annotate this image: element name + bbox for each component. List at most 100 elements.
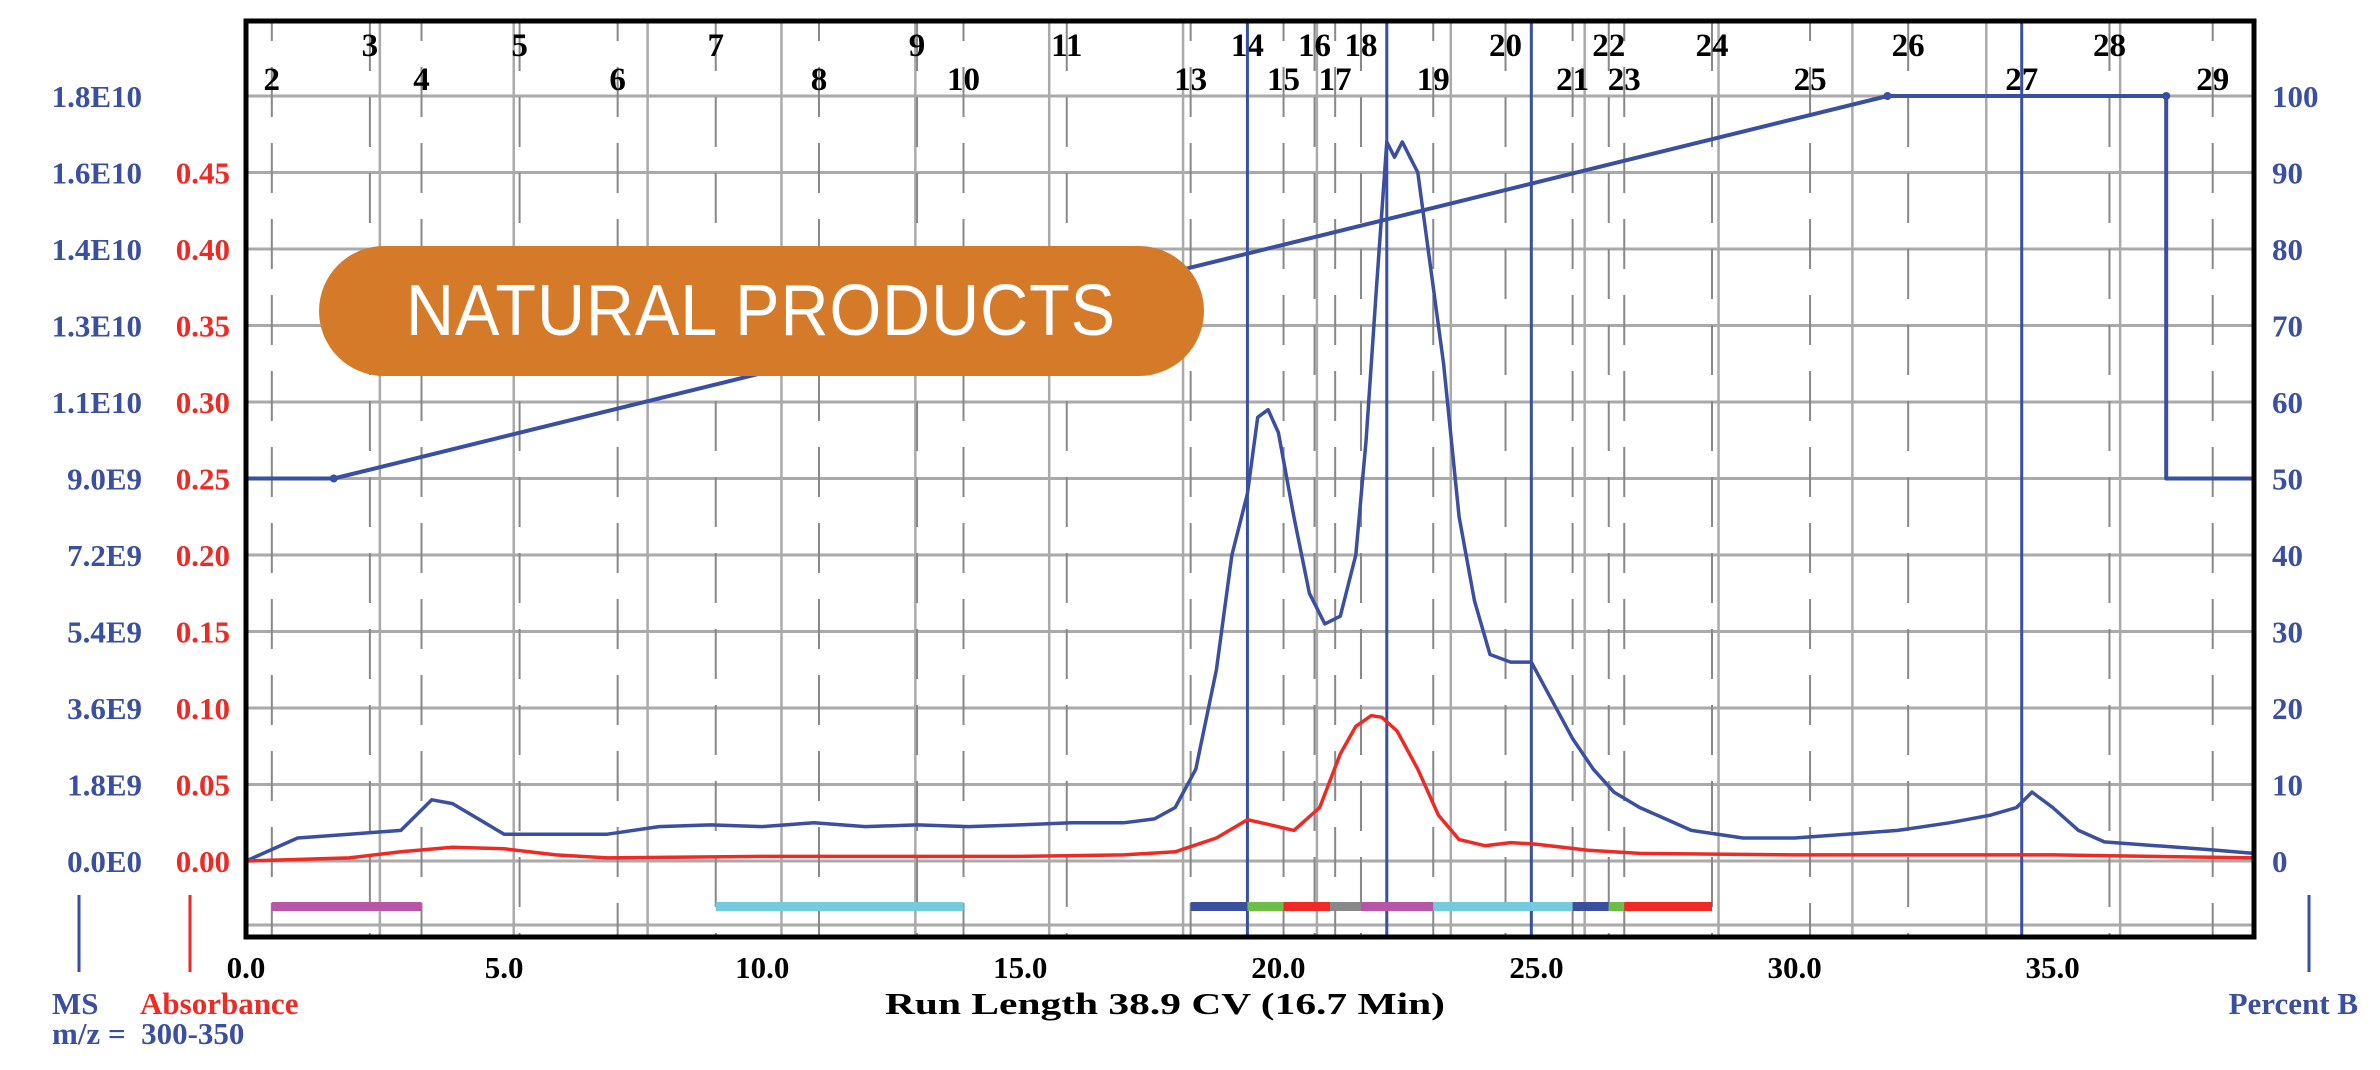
ms-tick-label: 1.6E10 xyxy=(52,156,142,191)
percent-b-tick-label: 60 xyxy=(2272,385,2303,420)
fraction-label: 17 xyxy=(1319,62,1352,98)
ms-tick-label: 1.1E10 xyxy=(52,385,142,420)
fraction-label: 25 xyxy=(1794,62,1827,98)
gradient-point xyxy=(2162,92,2171,100)
percent-b-tick-label: 100 xyxy=(2272,79,2319,114)
ms-tick-label: 3.6E9 xyxy=(67,691,142,726)
percent-b-tick-label: 90 xyxy=(2272,156,2303,191)
ms-axis-label: MS xyxy=(52,986,99,1021)
gradient-point xyxy=(329,474,338,483)
fraction-label: 3 xyxy=(362,28,379,64)
fraction-label: 16 xyxy=(1298,28,1331,64)
absorbance-tick-label: 0.45 xyxy=(176,156,230,191)
percent-b-tick-label: 30 xyxy=(2272,615,2303,650)
percent-b-tick-label: 50 xyxy=(2272,462,2303,497)
percent-b-tick-label: 10 xyxy=(2272,768,2303,803)
absorbance-tick-label: 0.20 xyxy=(176,538,230,573)
x-axis-title: Run Length 38.9 CV (16.7 Min) xyxy=(885,986,1445,1021)
gradient-trace xyxy=(246,94,2254,481)
fraction-bar xyxy=(1360,902,1434,911)
fraction-bar xyxy=(1283,902,1331,911)
fraction-bar xyxy=(1624,902,1712,911)
ms-trace xyxy=(245,140,2255,863)
fraction-label: 10 xyxy=(947,62,980,98)
ms-tick-label: 5.4E9 xyxy=(67,615,142,650)
ms-mz-label: m/z = 300-350 xyxy=(52,1016,244,1051)
absorbance-tick-label: 0.00 xyxy=(176,844,230,879)
fraction-label: 5 xyxy=(511,28,528,64)
percent-b-axis-label: Percent B xyxy=(2229,986,2358,1021)
x-tick-label: 10.0 xyxy=(735,950,789,985)
fraction-label: 29 xyxy=(2196,62,2229,98)
ms-tick-label: 7.2E9 xyxy=(67,538,142,573)
ms-tick-label: 0.0E0 xyxy=(67,844,142,879)
fraction-label: 13 xyxy=(1174,62,1207,98)
fraction-label: 23 xyxy=(1608,62,1641,98)
ms-tick-label: 1.8E10 xyxy=(52,79,142,114)
fraction-label: 24 xyxy=(1695,28,1728,64)
plot-frame xyxy=(243,18,2257,940)
fraction-label: 15 xyxy=(1267,62,1300,98)
percent-b-axis-ticks: 0 10 20 30 40 50 60 70 80 90 100 xyxy=(2272,79,2319,879)
fraction-bar xyxy=(1433,902,1573,911)
fraction-label: 6 xyxy=(609,62,626,98)
absorbance-tick-label: 0.05 xyxy=(176,768,230,803)
fraction-bar xyxy=(271,902,422,911)
absorbance-tick-label: 0.40 xyxy=(176,232,230,267)
absorbance-tick-label: 0.15 xyxy=(176,615,230,650)
x-tick-label: 30.0 xyxy=(1767,950,1821,985)
absorbance-axis-label: Absorbance xyxy=(140,986,298,1021)
fraction-bar xyxy=(1330,902,1361,911)
x-tick-label: 5.0 xyxy=(485,950,524,985)
fraction-bar xyxy=(1572,902,1609,911)
fraction-bar xyxy=(1608,902,1625,911)
fraction-markers xyxy=(1245,21,2024,937)
ms-axis-ticks: 0.0E0 1.8E9 3.6E9 5.4E9 7.2E9 9.0E9 1.1E10 1.3E… xyxy=(52,79,142,879)
fraction-labels: 2345678910111314151617181920212223242526… xyxy=(264,28,2230,98)
ms-tick-label: 1.4E10 xyxy=(52,232,142,267)
fraction-bar xyxy=(715,902,964,911)
fraction-bar xyxy=(1247,902,1284,911)
percent-b-tick-label: 80 xyxy=(2272,232,2303,267)
absorbance-tick-label: 0.25 xyxy=(176,462,230,497)
fraction-bar xyxy=(1190,902,1248,911)
ms-tick-label: 1.8E9 xyxy=(67,768,142,803)
x-tick-label: 25.0 xyxy=(1509,950,1563,985)
fraction-label: 11 xyxy=(1051,28,1082,64)
absorbance-tick-label: 0.35 xyxy=(176,309,230,344)
fraction-label: 9 xyxy=(909,28,926,64)
absorbance-tick-label: 0.10 xyxy=(176,691,230,726)
absorbance-axis-ticks: 0.00 0.05 0.10 0.15 0.20 0.25 0.30 0.35 0.40 0.45 xyxy=(176,156,230,880)
fraction-label: 19 xyxy=(1417,62,1450,98)
fraction-label: 22 xyxy=(1592,28,1625,64)
ms-tick-label: 9.0E9 xyxy=(67,462,142,497)
fraction-label: 8 xyxy=(811,62,828,98)
x-tick-label: 0.0 xyxy=(227,950,266,985)
percent-b-tick-label: 40 xyxy=(2272,538,2303,573)
fraction-label: 4 xyxy=(413,62,430,98)
x-tick-label: 15.0 xyxy=(993,950,1047,985)
series xyxy=(245,92,2255,863)
x-axis-ticks: 0.0 5.0 10.0 15.0 20.0 25.0 30.0 35.0 xyxy=(227,950,2080,985)
fraction-label: 21 xyxy=(1556,62,1589,98)
grid xyxy=(246,21,2254,937)
gradient-point xyxy=(1883,92,1892,100)
fraction-label: 26 xyxy=(1892,28,1925,64)
absorbance-trace xyxy=(245,713,2255,863)
percent-b-tick-label: 70 xyxy=(2272,309,2303,344)
percent-b-tick-label: 20 xyxy=(2272,691,2303,726)
fraction-label: 2 xyxy=(264,62,281,98)
banner-background xyxy=(319,246,1204,376)
fraction-label: 7 xyxy=(707,28,724,64)
fraction-label: 28 xyxy=(2093,28,2126,64)
fraction-label: 18 xyxy=(1344,28,1377,64)
banner-text: NATURAL PRODUCTS xyxy=(406,271,1116,351)
fraction-label: 20 xyxy=(1489,28,1522,64)
percent-b-tick-label: 0 xyxy=(2272,844,2288,879)
x-tick-label: 20.0 xyxy=(1251,950,1305,985)
absorbance-tick-label: 0.30 xyxy=(176,385,230,420)
fraction-bars xyxy=(271,902,1712,911)
x-tick-label: 35.0 xyxy=(2026,950,2080,985)
ms-tick-label: 1.3E10 xyxy=(52,309,142,344)
